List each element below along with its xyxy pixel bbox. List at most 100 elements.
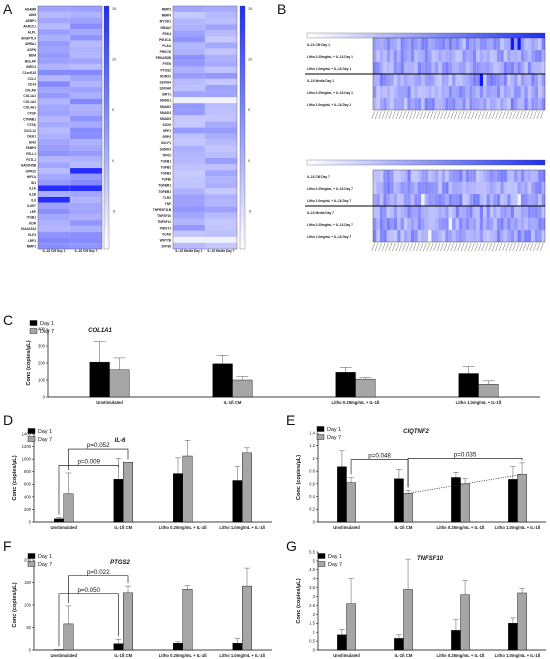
heatmap-row-label: CTNNB1 <box>23 117 36 121</box>
y-tick-label: 1.4 <box>309 430 315 435</box>
heatmap-row-label: BGLAP <box>25 59 37 63</box>
heatmap-cell <box>400 181 405 195</box>
y-tick-label: 1 <box>313 630 316 635</box>
y-tick-label: 0 <box>29 519 32 524</box>
colorbar-tick-label: 5 <box>112 108 114 112</box>
heatmap-cell <box>424 217 429 231</box>
heatmap-cell <box>479 169 484 183</box>
heatmap-cell <box>390 229 394 243</box>
p-value-label: p=0.022 <box>87 569 110 576</box>
heatmap-row-label: GPR22 <box>26 169 37 173</box>
heatmap-cell <box>517 73 522 87</box>
heatmap-cell <box>372 229 377 243</box>
heatmap-cell <box>496 73 501 87</box>
heatmap-cell <box>37 92 71 99</box>
heatmap-row-label: BIRC3 <box>26 65 36 69</box>
bar-day1 <box>173 473 183 523</box>
heatmap-cell <box>431 205 436 219</box>
heatmap-cell <box>448 97 453 111</box>
heatmap-cell <box>390 73 394 87</box>
gene-axis-label-stub <box>505 110 510 120</box>
heatmap-cell <box>383 61 387 75</box>
heatmap-cell <box>427 73 432 87</box>
heatmap-row-label: PDK4 <box>162 32 171 36</box>
heatmap-cell <box>448 217 453 231</box>
heatmap-cell <box>527 61 532 75</box>
heatmap-cell <box>438 169 442 183</box>
heatmap-cell <box>476 37 480 51</box>
heatmap-cell <box>407 49 411 63</box>
gene-axis-label-stub <box>419 110 424 120</box>
heatmap-cell <box>421 217 425 231</box>
heatmap-cell <box>465 205 470 219</box>
heatmap-cell <box>538 73 542 87</box>
heatmap-cell <box>172 145 206 153</box>
heatmap-cell <box>386 217 391 231</box>
heatmap-cell <box>489 181 494 195</box>
heatmap-cell <box>541 37 546 51</box>
heatmap-cell <box>393 193 398 207</box>
chart-title: CIQTNF2 <box>403 429 429 435</box>
panel-b-svg: B IL-1ß CM Day 1 Litho 0.25mg/mL + IL-1ß … <box>277 1 546 252</box>
heatmap-cell <box>434 49 439 63</box>
heatmap-cell <box>172 48 206 55</box>
heatmap-cell <box>69 225 103 232</box>
heatmap-cell <box>421 229 425 243</box>
heatmap-cell <box>69 196 103 203</box>
legend-label: Day 1 <box>327 427 341 433</box>
colorbar-tick-label: 0 <box>248 159 250 163</box>
heatmap-cell <box>513 73 518 87</box>
heatmap-cell <box>441 181 446 195</box>
heatmap-cell <box>414 37 418 51</box>
gene-axis-label-stub <box>416 110 420 120</box>
heatmap-cell <box>476 217 480 231</box>
heatmap-cell <box>376 61 381 75</box>
x-category-label: Litho 1.0mg/mL + IL-1ß <box>456 400 502 405</box>
heatmap-cell <box>493 217 497 231</box>
heatmap-cell <box>445 37 449 51</box>
heatmap-row-label: SULF1 <box>161 141 171 145</box>
heatmap-cell <box>204 18 238 25</box>
heatmap-cell <box>37 167 71 175</box>
heatmap-row-label: TGFBR1 <box>158 184 171 188</box>
gene-axis-label-stub <box>491 110 496 120</box>
heatmap-cell <box>445 61 449 75</box>
heatmap-cell <box>69 52 103 59</box>
heatmap-cell <box>204 90 238 98</box>
heatmap-row-label: LRP1 <box>28 239 36 243</box>
heatmap-row-label: NR4A2 <box>161 26 172 30</box>
heatmap-cell <box>448 73 453 87</box>
heatmap-cell <box>37 121 71 128</box>
heatmap-cell <box>407 181 411 195</box>
heatmap-cell <box>527 37 532 51</box>
heatmap-cell <box>69 46 103 53</box>
heatmap-cell <box>414 61 418 75</box>
x-category-label: Unstimulated <box>50 525 77 530</box>
heatmap-row-label: Litho 0.25mg/mL + IL-1ß Day 7 <box>307 187 353 191</box>
heatmap-cell <box>410 229 415 243</box>
heatmap-row-label: TGFBI <box>161 178 171 182</box>
panel-g-svg: G 0 0.5 1 1.5 2 2.5 3 3.5 4 4.5 5 5.5 Conc (copies/µ… <box>286 538 546 658</box>
heatmap-cell <box>69 219 103 227</box>
heatmap-cell <box>172 5 206 13</box>
heatmap-cell <box>489 97 494 111</box>
heatmap-cell <box>534 205 539 219</box>
heatmap-cell <box>172 176 206 183</box>
heatmap-cell <box>458 73 463 87</box>
heatmap-row-label: CD14 <box>28 83 36 87</box>
heatmap-cell <box>503 49 508 63</box>
heatmap-row-label: SMAD1 <box>160 99 171 103</box>
heatmap-cell <box>483 97 487 111</box>
heatmap-cell <box>393 49 398 63</box>
legend-label: Day 7 <box>327 435 341 441</box>
heatmap-cell <box>524 229 528 243</box>
heatmap-cell <box>379 37 384 51</box>
heatmap-cell <box>407 73 411 87</box>
x-category-label: IL-1ß CM <box>114 653 132 658</box>
heatmap-cell <box>204 224 238 232</box>
heatmap-cell <box>421 193 425 207</box>
heatmap-cell <box>493 37 497 51</box>
y-axis-label: Conc (copies/µL) <box>296 578 302 623</box>
gene-axis-label-stub <box>529 110 534 120</box>
heatmap-cell <box>403 205 408 219</box>
